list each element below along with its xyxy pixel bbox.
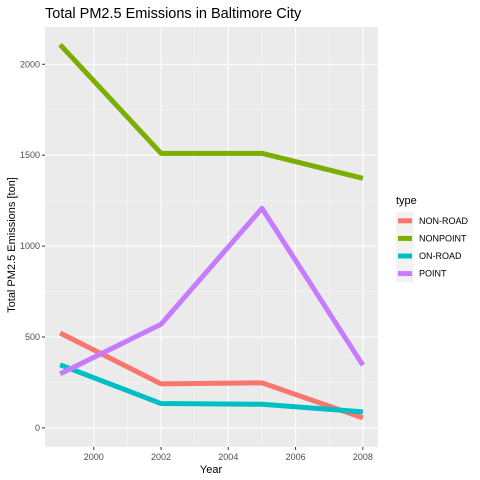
- legend-label: ON-ROAD: [419, 251, 462, 261]
- legend-label: POINT: [419, 269, 447, 279]
- y-tick-label: 0: [35, 423, 40, 433]
- x-tick-label: 2002: [151, 452, 171, 462]
- legend-label: NONPOINT: [419, 233, 467, 243]
- legend-title: type: [396, 195, 417, 207]
- y-tick-label: 1000: [20, 241, 40, 251]
- x-tick-label: 2000: [84, 452, 104, 462]
- y-axis-title: Total PM2.5 Emissions [ton]: [6, 177, 18, 313]
- y-tick-label: 2000: [20, 59, 40, 69]
- x-tick-label: 2006: [286, 452, 306, 462]
- legend-label: NON-ROAD: [419, 216, 468, 226]
- y-tick-label: 1500: [20, 150, 40, 160]
- chart-title: Total PM2.5 Emissions in Baltimore City: [45, 6, 302, 22]
- x-tick-label: 2004: [218, 452, 238, 462]
- x-axis-title: Year: [200, 464, 223, 476]
- y-tick-label: 500: [25, 332, 40, 342]
- legend: type NON-ROAD NONPOINT ON-ROAD POINT: [396, 195, 468, 282]
- x-tick-label: 2008: [353, 452, 373, 462]
